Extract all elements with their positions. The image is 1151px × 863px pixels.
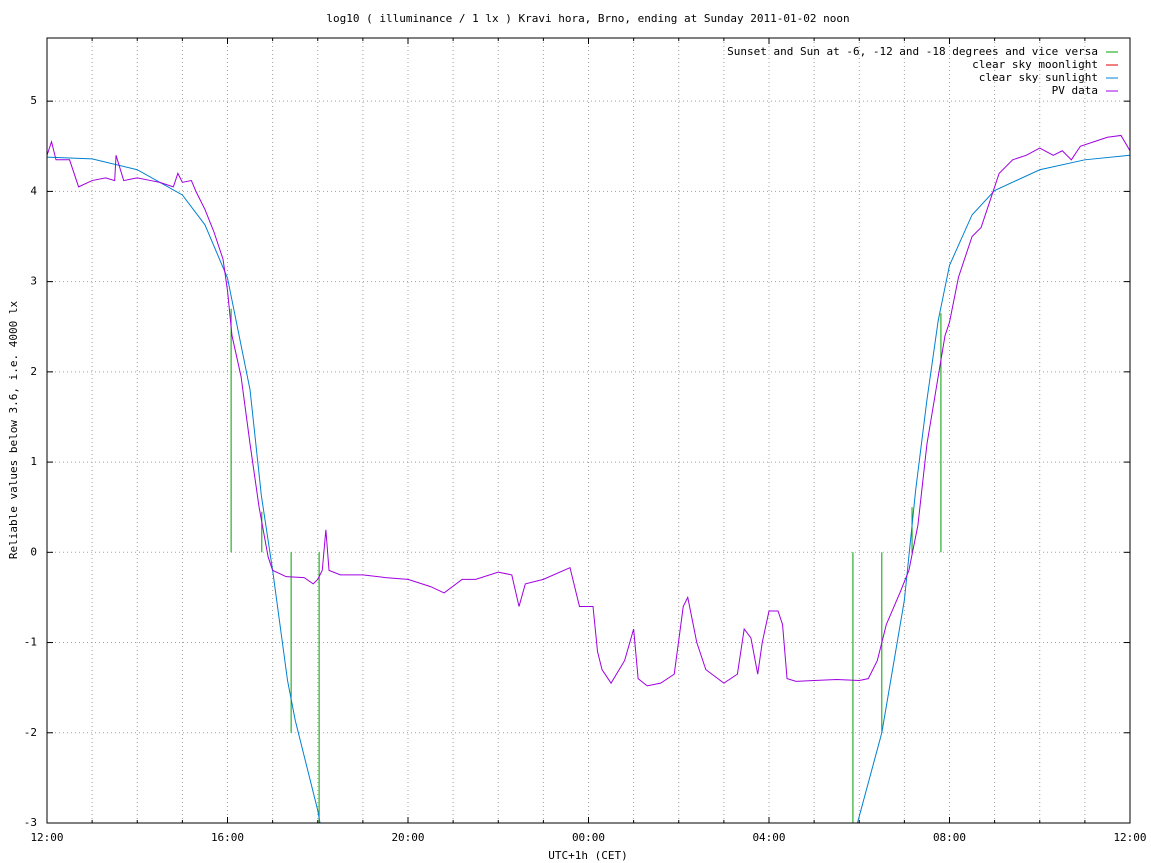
y-tick-label: 2 <box>30 365 37 378</box>
y-tick-label: 3 <box>30 275 37 288</box>
y-tick-label: 4 <box>30 184 37 197</box>
x-tick-label: 16:00 <box>211 831 244 844</box>
legend-label: PV data <box>1052 84 1098 97</box>
legend-label: clear sky sunlight <box>979 71 1098 84</box>
legend-label: clear sky moonlight <box>972 58 1098 71</box>
plot-area <box>47 134 1130 823</box>
legend: Sunset and Sun at -6, -12 and -18 degree… <box>727 45 1118 97</box>
x-axis-label: UTC+1h (CET) <box>548 849 627 862</box>
series-line <box>47 154 1130 823</box>
y-tick-label: -3 <box>24 816 37 829</box>
chart-title: log10 ( illuminance / 1 lx ) Kravi hora,… <box>326 12 849 25</box>
x-tick-label: 20:00 <box>391 831 424 844</box>
y-tick-label: 0 <box>30 545 37 558</box>
y-tick-label: 1 <box>30 455 37 468</box>
x-tick-label: 00:00 <box>572 831 605 844</box>
legend-label: Sunset and Sun at -6, -12 and -18 degree… <box>727 45 1098 58</box>
y-tick-label: -1 <box>24 636 37 649</box>
series-line <box>47 134 1130 687</box>
y-axis-label: Reliable values below 3.6, i.e. 4000 lx <box>7 300 20 559</box>
grid <box>46 38 1131 824</box>
x-tick-label: 08:00 <box>933 831 966 844</box>
x-tick-label: 12:00 <box>1113 831 1146 844</box>
plot-frame <box>46 37 1131 824</box>
y-tick-label: 5 <box>30 94 37 107</box>
y-tick-label: -2 <box>24 726 37 739</box>
x-tick-label: 04:00 <box>752 831 785 844</box>
x-tick-label: 12:00 <box>30 831 63 844</box>
